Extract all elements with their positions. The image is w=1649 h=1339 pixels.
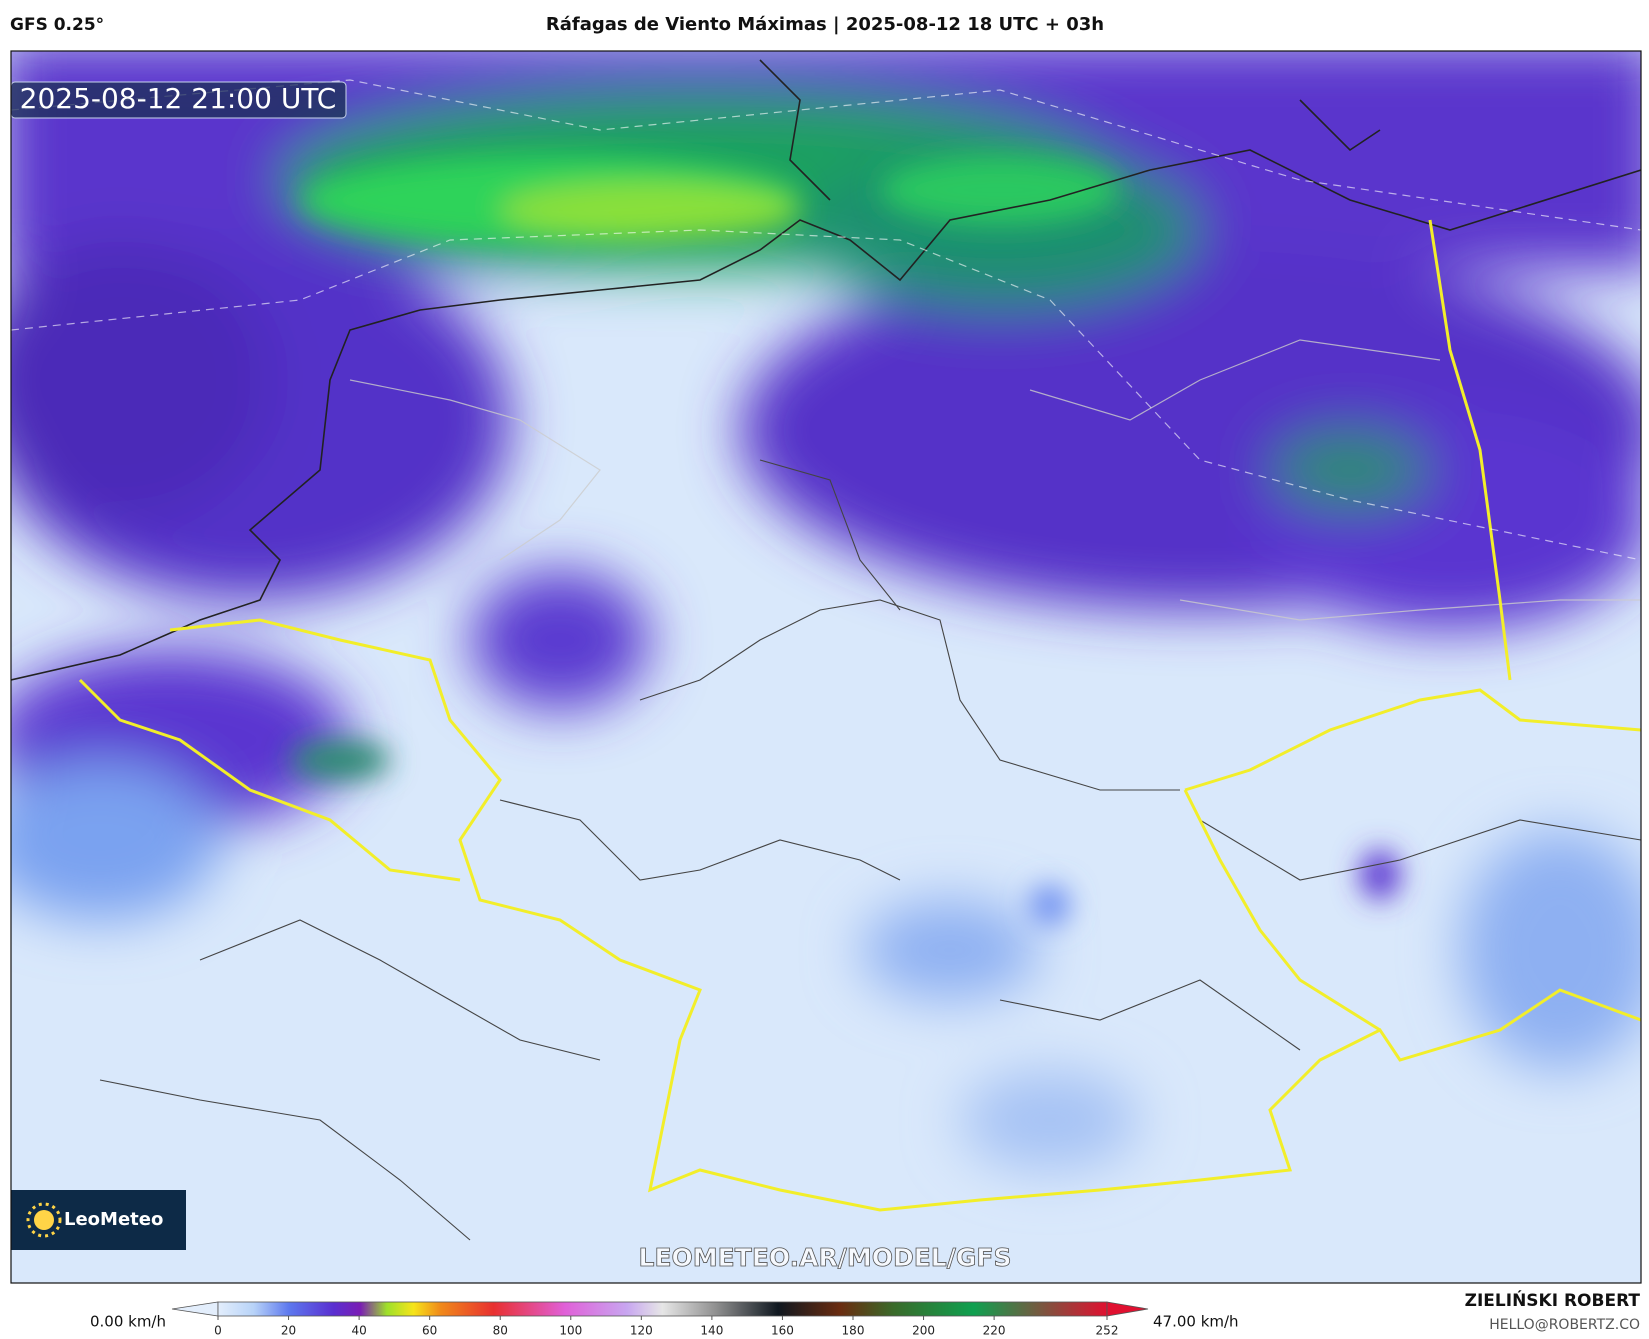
colorbar-tick-label: 200 xyxy=(912,1324,935,1338)
colorbar-max-label: 47.00 km/h xyxy=(1153,1313,1239,1331)
map-title: Ráfagas de Viento Máximas | 2025-08-12 1… xyxy=(546,14,1104,35)
colorbar-tick-label: 100 xyxy=(559,1324,582,1338)
colorbar-tick-label: 0 xyxy=(214,1324,222,1338)
timestamp-box xyxy=(11,81,347,119)
region-borders-north xyxy=(349,339,1641,621)
colorbar-max-extend xyxy=(1106,1301,1149,1317)
wind-peaks xyxy=(290,155,1400,925)
colorbar-min-extend xyxy=(171,1301,219,1317)
colorbar-min-label: 0.00 km/h xyxy=(90,1313,166,1331)
timestamp: 2025-08-12 21:00 UTC xyxy=(20,82,337,115)
colorbar-tick-label: 40 xyxy=(351,1324,366,1338)
colorbar-tick-label: 140 xyxy=(700,1324,723,1338)
logo-text: LeoMeteo xyxy=(64,1209,163,1230)
author-email: HELLO@ROBERTZ.CO xyxy=(1489,1317,1640,1333)
colorbar-tick-label: 160 xyxy=(771,1324,794,1338)
model-label: GFS 0.25° xyxy=(10,15,104,35)
colorbar-tick-label: 180 xyxy=(842,1324,865,1338)
logo-sun xyxy=(34,1210,54,1230)
colorbar-tick-label: 120 xyxy=(630,1324,653,1338)
logo-rays xyxy=(26,1202,62,1238)
region-borders xyxy=(99,459,1641,1241)
colorbar-tick-label: 220 xyxy=(983,1324,1006,1338)
author-name: ZIELIŃSKI ROBERT xyxy=(1465,1289,1641,1311)
map-frame xyxy=(10,50,1642,1284)
watermark: LEOMETEO.AR/MODEL/GFS xyxy=(639,1243,1012,1272)
colorbar: 0.00 km/h 47.00 km/h 0 20 40 60 80 100 120 140 1… xyxy=(90,1301,1239,1338)
colorbar-bar xyxy=(217,1301,1108,1317)
colorbar-tick-label: 60 xyxy=(422,1324,437,1338)
colorbar-tick-label: 252 xyxy=(1096,1324,1119,1338)
map: 2025-08-12 21:00 UTC LeoMeteo LEOMETEO.A… xyxy=(11,51,1641,1283)
coastlines xyxy=(11,59,1641,681)
colorbar-tick-label: 80 xyxy=(493,1324,508,1338)
country-borders xyxy=(78,219,1641,1212)
colorbar-tick-label: 20 xyxy=(281,1324,296,1338)
